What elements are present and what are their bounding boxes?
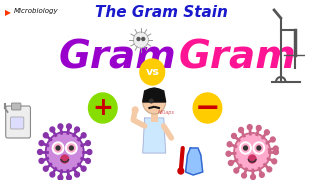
Circle shape bbox=[242, 144, 249, 152]
Circle shape bbox=[274, 150, 278, 154]
Text: +: + bbox=[92, 96, 113, 120]
Circle shape bbox=[140, 59, 165, 85]
Circle shape bbox=[75, 127, 79, 132]
FancyBboxPatch shape bbox=[11, 117, 24, 129]
Circle shape bbox=[142, 37, 145, 40]
Circle shape bbox=[52, 142, 64, 154]
Circle shape bbox=[150, 99, 153, 103]
Circle shape bbox=[267, 167, 272, 172]
Circle shape bbox=[46, 132, 84, 172]
Circle shape bbox=[132, 107, 138, 113]
Circle shape bbox=[58, 175, 63, 180]
Text: ▶: ▶ bbox=[5, 8, 11, 17]
Polygon shape bbox=[143, 118, 165, 153]
Circle shape bbox=[39, 158, 44, 163]
Circle shape bbox=[256, 125, 261, 130]
Circle shape bbox=[232, 133, 236, 138]
Circle shape bbox=[178, 168, 184, 174]
FancyBboxPatch shape bbox=[12, 103, 21, 110]
Circle shape bbox=[255, 144, 263, 152]
Circle shape bbox=[270, 137, 275, 142]
Circle shape bbox=[89, 93, 117, 123]
Circle shape bbox=[227, 142, 232, 147]
Circle shape bbox=[143, 90, 165, 114]
Circle shape bbox=[244, 146, 247, 150]
Circle shape bbox=[75, 172, 79, 177]
Circle shape bbox=[137, 37, 140, 40]
Circle shape bbox=[85, 158, 90, 163]
FancyBboxPatch shape bbox=[6, 106, 30, 138]
Circle shape bbox=[272, 159, 277, 164]
Circle shape bbox=[239, 127, 244, 132]
Circle shape bbox=[257, 146, 261, 150]
Circle shape bbox=[193, 93, 222, 123]
Text: Microbiology: Microbiology bbox=[13, 8, 58, 14]
Text: vs: vs bbox=[145, 67, 159, 77]
Circle shape bbox=[247, 125, 252, 130]
Circle shape bbox=[240, 142, 251, 154]
Text: NKlaps: NKlaps bbox=[158, 109, 175, 114]
Circle shape bbox=[67, 124, 71, 129]
Circle shape bbox=[234, 133, 270, 171]
Circle shape bbox=[260, 172, 264, 177]
Circle shape bbox=[67, 175, 71, 180]
Circle shape bbox=[251, 174, 255, 179]
Circle shape bbox=[264, 130, 269, 135]
Text: Gram: Gram bbox=[59, 38, 177, 76]
Polygon shape bbox=[186, 148, 203, 175]
Circle shape bbox=[133, 32, 148, 48]
Circle shape bbox=[81, 133, 86, 138]
Circle shape bbox=[234, 168, 239, 173]
Circle shape bbox=[66, 142, 77, 154]
Polygon shape bbox=[143, 88, 165, 102]
Circle shape bbox=[253, 142, 265, 154]
Circle shape bbox=[56, 146, 60, 150]
Circle shape bbox=[68, 144, 75, 152]
Circle shape bbox=[37, 150, 42, 154]
Circle shape bbox=[248, 155, 256, 163]
Circle shape bbox=[226, 151, 231, 156]
Circle shape bbox=[44, 133, 48, 138]
Circle shape bbox=[273, 146, 278, 151]
Circle shape bbox=[39, 141, 44, 146]
Circle shape bbox=[50, 172, 55, 177]
Circle shape bbox=[61, 155, 68, 163]
Text: The Gram Stain: The Gram Stain bbox=[95, 5, 228, 20]
Text: −: − bbox=[195, 93, 220, 123]
Circle shape bbox=[228, 160, 233, 165]
Circle shape bbox=[87, 150, 92, 154]
Text: Gram: Gram bbox=[179, 38, 297, 76]
Circle shape bbox=[44, 166, 48, 171]
Circle shape bbox=[54, 144, 62, 152]
Circle shape bbox=[85, 141, 90, 146]
Circle shape bbox=[81, 166, 86, 171]
Circle shape bbox=[69, 146, 73, 150]
Circle shape bbox=[50, 127, 55, 132]
Circle shape bbox=[242, 173, 246, 178]
Circle shape bbox=[58, 124, 63, 129]
